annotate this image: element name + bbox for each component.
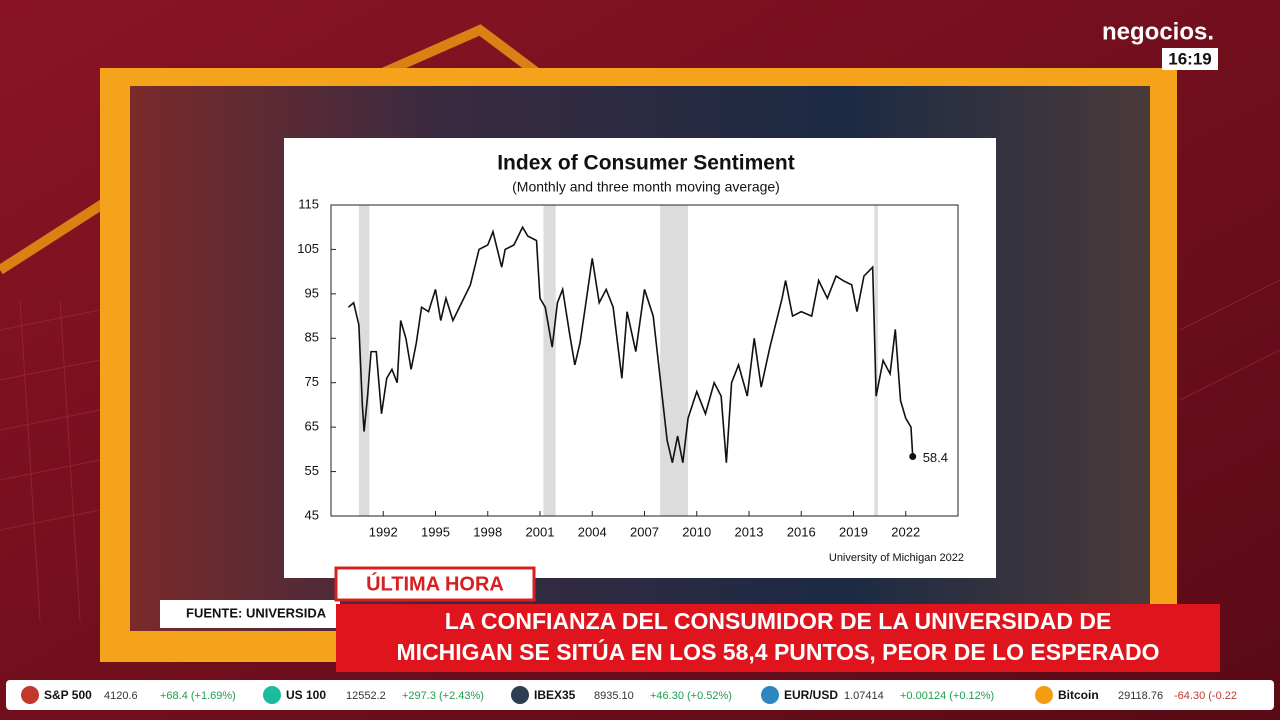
recession-band bbox=[543, 205, 556, 516]
headline-line: LA CONFIANZA DEL CONSUMIDOR DE LA UNIVER… bbox=[445, 608, 1112, 634]
chart-title: Index of Consumer Sentiment bbox=[497, 152, 795, 175]
ticker-change: +0.00124 (+0.12%) bbox=[900, 690, 994, 702]
source-bar bbox=[160, 600, 340, 628]
end-label: 58.4 bbox=[923, 450, 948, 465]
clock: 16:19 bbox=[1168, 49, 1211, 68]
series-line bbox=[347, 225, 914, 463]
y-tick-label: 65 bbox=[305, 419, 319, 434]
ticker-price: 29118.76 bbox=[1118, 690, 1163, 702]
plot: 45 55 65 75 85 95 105 115 1992 1995 1998 2001 2004 20… bbox=[297, 196, 948, 539]
chart-panel bbox=[284, 138, 996, 578]
x-tick-label: 2007 bbox=[630, 524, 659, 539]
y-tick-label: 95 bbox=[305, 285, 319, 300]
x-tick-label: 2022 bbox=[891, 524, 920, 539]
headline-box bbox=[336, 604, 1220, 672]
ticker-price: 8935.10 bbox=[594, 690, 634, 702]
headline-line: MICHIGAN SE SITÚA EN LOS 58,4 PUNTOS, PE… bbox=[397, 638, 1160, 665]
x-tick-label: 1995 bbox=[421, 524, 450, 539]
recession-band bbox=[874, 205, 878, 516]
x-tick-label: 2013 bbox=[735, 524, 764, 539]
background-grid bbox=[0, 279, 1280, 621]
x-tick-label: 2016 bbox=[787, 524, 816, 539]
breaking-label: ÚLTIMA HORA bbox=[366, 571, 504, 595]
ticker-name: S&P 500 bbox=[44, 688, 92, 702]
chart-subtitle: (Monthly and three month moving average) bbox=[512, 179, 780, 195]
breaking-box bbox=[334, 566, 536, 602]
source-label: FUENTE: UNIVERSIDA bbox=[186, 605, 327, 620]
recession-band bbox=[660, 205, 689, 516]
y-tick-label: 105 bbox=[297, 241, 319, 256]
x-tick-label: 1992 bbox=[369, 524, 398, 539]
recession-band bbox=[358, 205, 370, 516]
y-tick-label: 115 bbox=[298, 196, 319, 211]
ticker-icon bbox=[761, 686, 779, 704]
y-tick-label: 75 bbox=[305, 374, 319, 389]
ticker-change: +46.30 (+0.52%) bbox=[650, 690, 732, 702]
x-tick-label: 2001 bbox=[526, 524, 555, 539]
ticker-name: IBEX35 bbox=[534, 688, 576, 702]
plot-border bbox=[330, 204, 959, 517]
y-tick-label: 85 bbox=[305, 330, 319, 345]
chart-source: University of Michigan 2022 bbox=[829, 552, 964, 564]
ticker-change: +68.4 (+1.69%) bbox=[160, 690, 236, 702]
logo: negocios. bbox=[1102, 18, 1214, 45]
x-tick-label: 2004 bbox=[578, 524, 607, 539]
end-point bbox=[909, 452, 917, 460]
ticker-price: 4120.6 bbox=[104, 690, 138, 702]
ticker-name: EUR/USD bbox=[784, 688, 838, 702]
x-tick-label: 2019 bbox=[839, 524, 868, 539]
ticker-change: +297.3 (+2.43%) bbox=[402, 690, 484, 702]
clock-box bbox=[1162, 48, 1218, 70]
ticker-name: US 100 bbox=[286, 688, 326, 702]
ticker-price: 1.07414 bbox=[844, 690, 884, 702]
y-tick-label: 55 bbox=[305, 463, 319, 478]
y-tick-label: 45 bbox=[305, 507, 319, 522]
x-tick-label: 1998 bbox=[473, 524, 502, 539]
ticker-icon bbox=[21, 686, 39, 704]
ticker-name: Bitcoin bbox=[1058, 688, 1099, 702]
ticker-price: 12552.2 bbox=[346, 690, 386, 702]
ticker-icon bbox=[511, 686, 529, 704]
ticker-bar bbox=[6, 680, 1274, 710]
x-tick-label: 2010 bbox=[682, 524, 711, 539]
ticker-icon bbox=[263, 686, 281, 704]
ticker: S&P 500 4120.6 +68.4 (+1.69%) US 100 12552.2… bbox=[21, 686, 1237, 704]
ticker-change: -64.30 (-0.22 bbox=[1174, 690, 1237, 702]
ticker-icon bbox=[1035, 686, 1053, 704]
